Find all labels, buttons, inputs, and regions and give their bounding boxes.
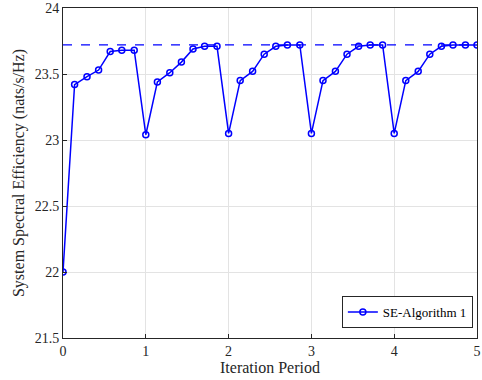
- svg-text:5: 5: [474, 344, 481, 359]
- svg-text:21.5: 21.5: [35, 331, 60, 346]
- svg-text:22: 22: [45, 265, 59, 280]
- svg-text:23: 23: [45, 133, 59, 148]
- svg-text:0: 0: [60, 344, 67, 359]
- svg-text:Iteration Period: Iteration Period: [220, 359, 320, 376]
- svg-text:3: 3: [308, 344, 315, 359]
- svg-text:SE-Algorithm 1: SE-Algorithm 1: [383, 305, 466, 320]
- svg-text:4: 4: [391, 344, 398, 359]
- svg-text:System Spectral Efficiency (na: System Spectral Efficiency (nats/s/Hz): [10, 49, 28, 297]
- svg-text:22.5: 22.5: [35, 199, 60, 214]
- svg-text:2: 2: [225, 344, 232, 359]
- svg-text:23.5: 23.5: [35, 67, 60, 82]
- svg-text:1: 1: [142, 344, 149, 359]
- svg-text:24: 24: [45, 1, 59, 16]
